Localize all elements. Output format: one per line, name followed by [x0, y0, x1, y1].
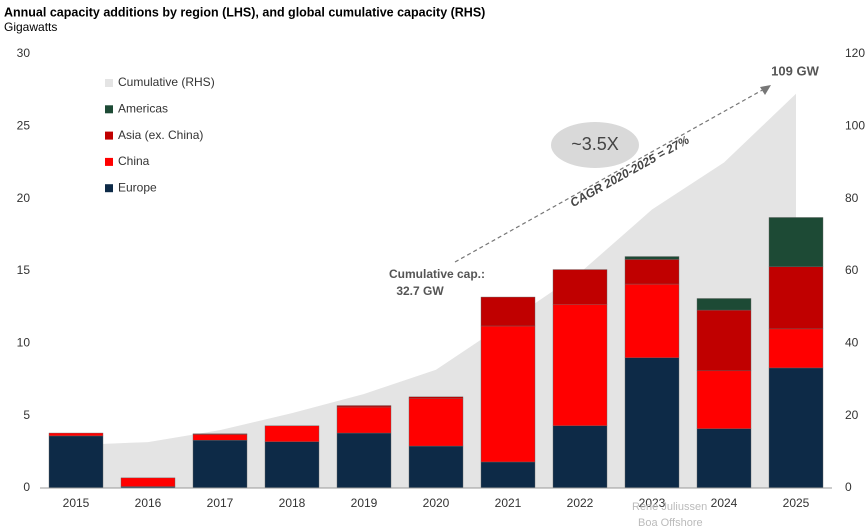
bar-segment [480, 296, 536, 327]
bar-segment [768, 328, 824, 369]
y-tick-label: 25 [17, 119, 31, 133]
y2-tick-label: 60 [845, 263, 859, 277]
bar-segment [696, 309, 752, 372]
annotation: 109 GW [771, 63, 819, 78]
y-tick-label: 10 [17, 336, 31, 350]
bar-segment [408, 445, 464, 489]
bar-segment [48, 432, 104, 437]
legend-label: Cumulative (RHS) [118, 75, 215, 89]
x-tick-label: 2019 [351, 496, 378, 510]
watermark: Boa Offshore [638, 517, 703, 529]
bar-segment [624, 283, 680, 358]
legend-label: Asia (ex. China) [118, 128, 203, 142]
bar-segment [480, 461, 536, 489]
bar-segment [120, 477, 176, 487]
bar-segment [336, 406, 392, 434]
chart-title: Annual capacity additions by region (LHS… [4, 5, 485, 19]
bar-segment [408, 398, 464, 447]
annotation: ~3.5X [571, 134, 619, 154]
bar-segment [480, 325, 536, 463]
annotation: Cumulative cap.: [389, 267, 485, 281]
bar-segment [552, 425, 608, 489]
chart-subtitle: Gigawatts [4, 20, 57, 34]
y2-tick-label: 0 [845, 480, 852, 494]
bar-segment [696, 370, 752, 429]
y-tick-label: 30 [17, 46, 31, 60]
x-tick-label: 2017 [207, 496, 234, 510]
bar-segment [624, 357, 680, 489]
bar-segment [408, 396, 464, 399]
legend-swatch [105, 105, 113, 114]
y2-tick-label: 40 [845, 336, 859, 350]
bar-segment [192, 440, 248, 489]
bar-segment [552, 269, 608, 305]
bar-segment [336, 432, 392, 489]
y-tick-label: 15 [17, 263, 31, 277]
legend-swatch [105, 131, 113, 140]
x-tick-label: 2025 [783, 496, 810, 510]
bar-segment [48, 435, 104, 489]
y-tick-label: 20 [17, 191, 31, 205]
bar-segment [768, 367, 824, 489]
legend-label: Europe [118, 180, 157, 194]
legend-swatch [105, 79, 113, 87]
y2-tick-label: 100 [845, 119, 865, 133]
annotation: 32.7 GW [396, 284, 444, 298]
y2-tick-label: 20 [845, 408, 859, 422]
bar-segment [264, 425, 320, 442]
bar-segment [768, 266, 824, 330]
watermark: Rene Juliussen [632, 501, 707, 513]
x-tick-label: 2024 [711, 496, 738, 510]
x-tick-label: 2023 [639, 496, 666, 510]
x-tick-label: 2018 [279, 496, 306, 510]
y-tick-label: 5 [23, 408, 30, 422]
x-tick-label: 2015 [63, 496, 90, 510]
y2-tick-label: 120 [845, 46, 865, 60]
legend-swatch [105, 184, 113, 193]
y2-tick-label: 80 [845, 191, 859, 205]
bar-segment [336, 405, 392, 408]
arrow-head [760, 85, 771, 95]
bar-segment [624, 259, 680, 285]
bar-segment [624, 256, 680, 260]
bar-segment [696, 298, 752, 311]
bar-segment [552, 304, 608, 426]
x-tick-label: 2021 [495, 496, 522, 510]
annotation-arrow [454, 87, 767, 263]
legend-swatch [105, 157, 113, 166]
x-tick-label: 2016 [135, 496, 162, 510]
bar-segment [192, 433, 248, 435]
bar-segment [192, 434, 248, 441]
annotation-bubble [551, 122, 639, 168]
bar-segment [768, 217, 824, 267]
cumulative-area [76, 93, 796, 489]
legend-label: China [118, 154, 150, 168]
x-tick-label: 2020 [423, 496, 450, 510]
legend-label: Americas [118, 101, 168, 115]
x-tick-label: 2022 [567, 496, 594, 510]
bar-segment [264, 441, 320, 489]
bar-segment [696, 428, 752, 489]
y-tick-label: 0 [23, 480, 30, 494]
